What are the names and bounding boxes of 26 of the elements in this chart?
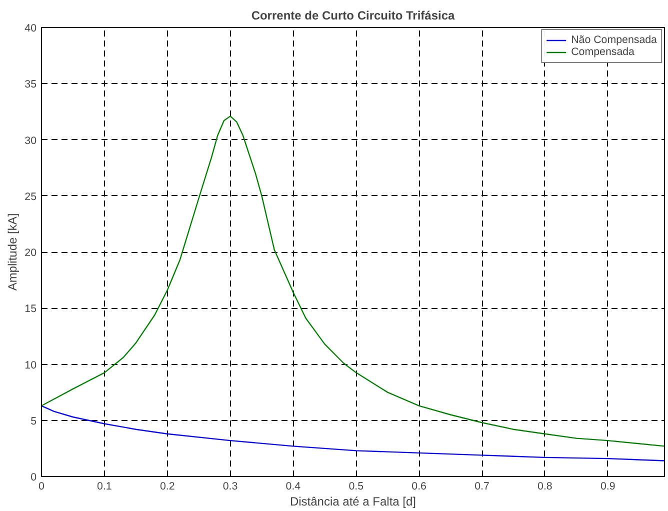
- y-tick-label: 35: [24, 78, 37, 91]
- x-tick-label: 0.1: [97, 480, 112, 492]
- x-tick-label: 0.3: [222, 480, 238, 492]
- y-tick-label: 20: [24, 247, 37, 259]
- x-tick-label: 0.4: [286, 480, 301, 492]
- y-tick-label: 0: [30, 472, 37, 484]
- y-tick-label: 10: [24, 359, 37, 372]
- x-tick-label: 0.9: [600, 480, 616, 492]
- x-tick-label: 0: [38, 480, 45, 492]
- line-series: [42, 116, 664, 447]
- chart-title: Corrente de Curto Circuito Trifásica: [251, 8, 456, 22]
- y-tick-label: 15: [24, 303, 37, 316]
- x-tick-label: 0.5: [348, 480, 364, 492]
- line-series: [42, 405, 664, 462]
- y-tick-label: 25: [24, 190, 37, 203]
- x-tick-label: 0.8: [538, 480, 552, 492]
- legend-label: Não Compensada: [571, 34, 657, 46]
- y-tick-label: 40: [24, 22, 37, 34]
- x-tick-label: 0.7: [474, 480, 490, 492]
- y-tick-label: 30: [24, 134, 37, 147]
- y-tick-label: 5: [30, 415, 37, 428]
- x-axis-title: Distância até a Falta [d]: [290, 494, 416, 508]
- legend-label: Compensada: [571, 46, 634, 58]
- y-axis-title: Amplitude [kA]: [6, 213, 20, 291]
- x-tick-label: 0.2: [160, 480, 175, 492]
- x-tick-label: 0.6: [412, 480, 427, 492]
